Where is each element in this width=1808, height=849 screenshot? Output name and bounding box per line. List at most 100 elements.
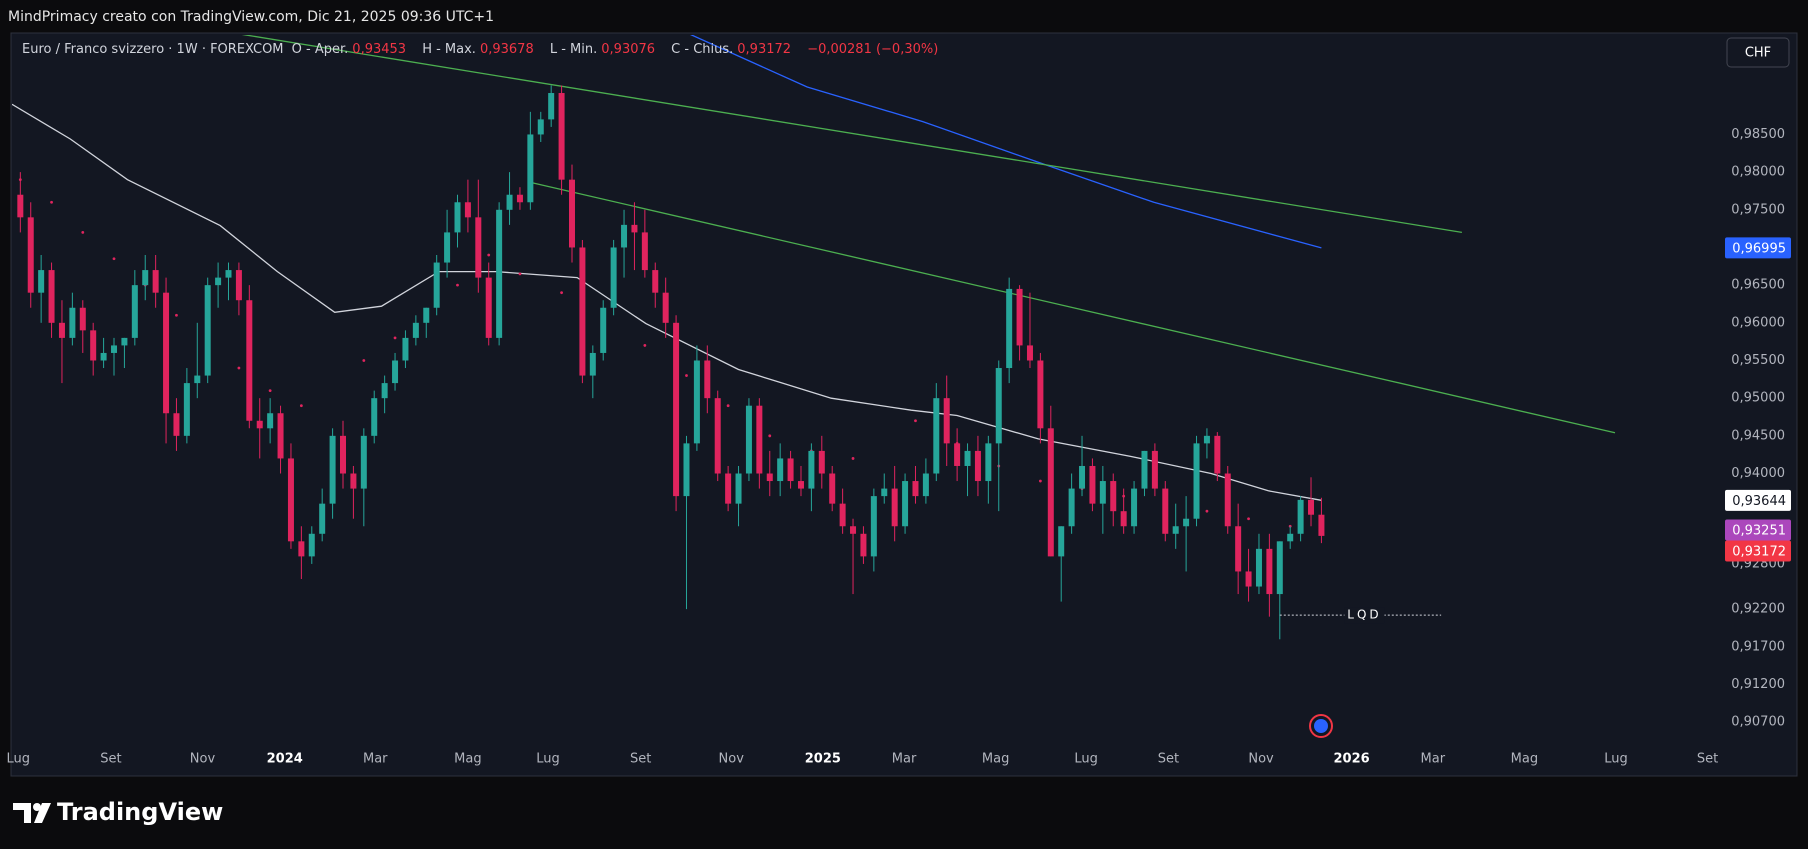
indicator-dot	[643, 344, 647, 347]
candle-body	[339, 435, 346, 474]
price-label: 0,93644	[1732, 494, 1786, 509]
annotation-text: LQD	[1347, 608, 1381, 622]
y-tick-label: 0,91700	[1731, 639, 1785, 654]
candle-body	[381, 383, 388, 399]
candle-body	[173, 413, 180, 436]
candle-body	[1287, 533, 1294, 542]
candle-body	[1016, 288, 1023, 346]
candle-body	[777, 458, 784, 482]
price-label-bg	[1725, 540, 1791, 562]
y-tick-label: 0,92200	[1731, 602, 1785, 617]
candle-body	[121, 337, 128, 346]
x-tick-label: Mag	[454, 752, 481, 767]
candle-body	[235, 270, 242, 301]
candle-body	[111, 345, 118, 353]
currency-label[interactable]: CHF	[1745, 46, 1771, 61]
x-tick-label: Lug	[6, 752, 30, 767]
candle-body	[1183, 518, 1190, 527]
candle-body	[568, 179, 575, 248]
price-label: 0,93172	[1732, 544, 1786, 559]
candle-body	[933, 398, 940, 474]
candle-body	[735, 473, 742, 504]
candle-body	[246, 300, 253, 421]
indicator-dot	[299, 404, 303, 408]
candle-body	[1047, 428, 1054, 557]
candle-body	[152, 270, 159, 293]
y-tick-label: 0,97500	[1731, 202, 1785, 217]
candle-body	[985, 443, 992, 482]
candle-body	[360, 435, 367, 489]
candle-body	[621, 224, 628, 248]
candle-body	[38, 270, 45, 293]
candle-body	[412, 322, 419, 338]
candle-body	[319, 503, 326, 534]
candle-body	[516, 194, 523, 203]
candle-body	[204, 285, 211, 376]
header: MindPrimacy creato con TradingView.com, …	[8, 9, 494, 25]
annotation-bg	[1344, 607, 1385, 624]
y-tick-label: 0,95500	[1731, 353, 1785, 368]
x-tick-label: Nov	[719, 752, 745, 767]
candle-body	[1131, 488, 1138, 527]
candle-body	[1089, 465, 1096, 504]
legend-value: 0,93678	[479, 42, 534, 57]
flag-icon	[1309, 714, 1333, 738]
x-tick-label: 2025	[805, 752, 841, 767]
candle-body	[527, 134, 534, 203]
candle-body	[1058, 526, 1065, 557]
candle-body	[1079, 465, 1086, 489]
x-tick-label: Set	[630, 752, 651, 767]
indicator-dot	[487, 253, 491, 257]
candle-body	[485, 277, 492, 338]
y-tick-label: 0,90700	[1731, 715, 1785, 730]
indicator-dot	[362, 359, 366, 362]
y-tick-label: 0,98500	[1731, 127, 1785, 142]
candle-body	[1308, 499, 1315, 515]
candle-body	[974, 450, 981, 482]
candle-body	[579, 247, 586, 376]
x-tick-label: Mar	[892, 752, 917, 767]
candle-body	[100, 352, 107, 361]
indicator-dot	[1038, 479, 1042, 483]
x-tick-label: Mar	[1421, 752, 1446, 767]
candle-body	[1037, 360, 1044, 429]
x-tick-label: Set	[1158, 752, 1179, 767]
indicator-line	[528, 181, 1616, 434]
indicator-dot	[560, 291, 563, 295]
candle-body	[215, 277, 222, 286]
candle-body	[995, 368, 1002, 444]
price-label-bg	[1725, 237, 1791, 259]
candle-body	[548, 93, 555, 120]
candle-body	[329, 435, 336, 504]
candle-body	[225, 270, 232, 278]
indicator-dot	[81, 231, 85, 234]
indicator-dot	[456, 283, 459, 287]
candle-body	[1245, 571, 1252, 587]
candle-body	[714, 398, 721, 474]
x-tick-label: Set	[1697, 752, 1718, 767]
candle-body	[662, 292, 669, 323]
candle-body	[58, 322, 65, 338]
candle-body	[277, 413, 284, 459]
candle-body	[610, 247, 617, 308]
candle-body	[1276, 541, 1283, 595]
candle-body	[870, 496, 877, 557]
candle-body	[350, 473, 357, 489]
candle-body	[600, 307, 607, 353]
candle-body	[1110, 481, 1117, 512]
candle-body	[850, 526, 857, 534]
indicator-dot	[1205, 509, 1209, 513]
candle-body	[1266, 548, 1273, 595]
candle-body	[17, 194, 24, 218]
x-tick-label: Lug	[1074, 752, 1098, 767]
indicator-line	[241, 35, 1463, 234]
candle-body	[860, 533, 867, 557]
chart-area	[10, 32, 1798, 777]
x-tick-label: Mar	[363, 752, 388, 767]
legend-change: −0,00281 (−0,30%)	[807, 42, 939, 57]
currency-button[interactable]	[1726, 37, 1790, 68]
candle-body	[693, 360, 700, 444]
price-label-bg	[1725, 489, 1791, 511]
candle-body	[48, 270, 55, 323]
